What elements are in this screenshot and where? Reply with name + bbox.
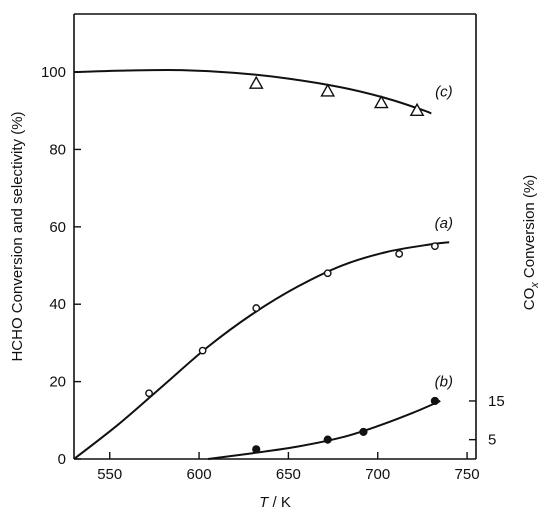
data-point-c xyxy=(409,102,425,116)
fit-curve-a xyxy=(73,241,450,460)
x-tick-label: 550 xyxy=(97,466,122,483)
x-tick-label: 700 xyxy=(365,466,390,483)
fit-curve-c xyxy=(73,68,432,115)
x-tick-label: 650 xyxy=(276,466,301,483)
x-axis-title: T / K xyxy=(259,494,291,511)
curve-label-c: (c) xyxy=(435,83,453,100)
data-point-c xyxy=(320,83,336,97)
data-point-b xyxy=(430,396,440,406)
y-tick-label: 80 xyxy=(49,141,66,158)
y2-tick-label: 5 xyxy=(488,432,496,449)
data-point-b xyxy=(323,435,332,444)
fit-curves xyxy=(73,68,450,460)
data-point-a xyxy=(431,242,439,251)
y-tick-label: 100 xyxy=(41,64,66,81)
curve-label-b: (b) xyxy=(435,374,453,391)
data-point-c xyxy=(373,95,389,109)
data-point-a xyxy=(395,250,404,258)
y-tick-label: 20 xyxy=(49,374,66,391)
y2-axis-title-rest: Conversion (%) xyxy=(521,175,538,283)
y-tick-label: 60 xyxy=(49,219,66,236)
curve-labels: (a) (b) (c) xyxy=(435,83,453,390)
y-ticks: 0 20 40 60 80 100 xyxy=(41,64,81,468)
x-tick-label: 600 xyxy=(187,466,212,483)
y2-tick-label: 15 xyxy=(488,393,505,410)
x-ticks: 550 600 650 700 750 xyxy=(97,452,480,483)
y2-axis-title-sub: x xyxy=(529,282,541,289)
x-tick-label: 750 xyxy=(455,466,480,483)
y-tick-label: 40 xyxy=(49,296,66,313)
data-point-a xyxy=(323,269,332,278)
data-point-a xyxy=(145,389,153,398)
curve-label-a: (a) xyxy=(435,215,453,232)
plot-frame xyxy=(73,13,477,460)
y-tick-label: 0 xyxy=(58,451,66,468)
x-axis-title-unit: / K xyxy=(268,494,291,511)
data-point-b xyxy=(359,427,368,437)
fit-curve-b xyxy=(207,400,441,460)
y2-axis-title: COx Conversion (%) xyxy=(521,175,541,311)
y-axis-title: HCHO Conversion and selectivity (%) xyxy=(9,111,26,361)
data-point-c xyxy=(248,75,264,89)
data-points xyxy=(145,75,440,454)
y2-ticks: 5 15 xyxy=(469,393,505,449)
y2-axis-title-main: CO xyxy=(521,288,538,311)
data-point-b xyxy=(252,445,261,454)
data-point-a xyxy=(252,304,261,312)
data-point-a xyxy=(198,346,207,355)
x-axis-title-var: T xyxy=(259,494,270,511)
